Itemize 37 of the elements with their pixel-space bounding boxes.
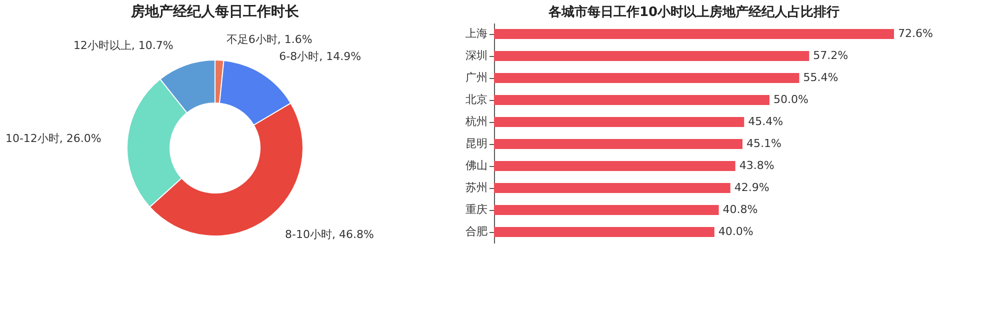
slice-label: 12小时以上, 10.7% <box>73 39 174 52</box>
y-tick-label: 广州 <box>466 71 488 84</box>
bar <box>494 73 800 83</box>
bar <box>494 205 719 215</box>
bar <box>494 139 742 149</box>
bar <box>494 51 810 61</box>
bar <box>494 227 714 237</box>
bar <box>494 29 894 39</box>
data-label: 40.0% <box>718 225 754 238</box>
y-tick-label: 深圳 <box>466 49 488 62</box>
y-tick-label: 北京 <box>466 93 488 106</box>
data-label: 43.8% <box>739 159 774 172</box>
y-tick-label: 合肥 <box>466 225 488 238</box>
data-label: 42.9% <box>734 181 770 194</box>
y-tick-label: 佛山 <box>466 159 488 172</box>
slice-label: 8-10小时, 46.8% <box>285 228 374 241</box>
bar <box>494 95 770 105</box>
data-label: 45.1% <box>746 137 782 150</box>
bar <box>494 183 730 193</box>
y-tick-label: 重庆 <box>466 203 488 216</box>
data-label: 45.4% <box>748 115 784 128</box>
y-tick-label: 苏州 <box>466 181 488 194</box>
y-tick-label: 杭州 <box>464 115 488 128</box>
slice-label: 10-12小时, 26.0% <box>5 132 102 146</box>
data-label: 72.6% <box>898 27 933 40</box>
bar <box>494 161 736 171</box>
data-label: 55.4% <box>803 71 838 84</box>
data-label: 40.8% <box>722 203 758 216</box>
bar <box>494 117 744 127</box>
data-label: 57.2% <box>813 49 848 62</box>
data-label: 50.0% <box>773 93 808 106</box>
slice-label: 6-8小时, 14.9% <box>279 50 362 63</box>
y-tick-label: 上海 <box>466 27 488 40</box>
chart-title: 房地产经纪人每日工作时长 <box>130 3 300 20</box>
slice-label: 不足6小时, 1.6% <box>226 33 312 46</box>
chart-title: 各城市每日工作10小时以上房地产经纪人占比排行 <box>547 4 840 20</box>
y-tick-label: 昆明 <box>466 137 488 150</box>
